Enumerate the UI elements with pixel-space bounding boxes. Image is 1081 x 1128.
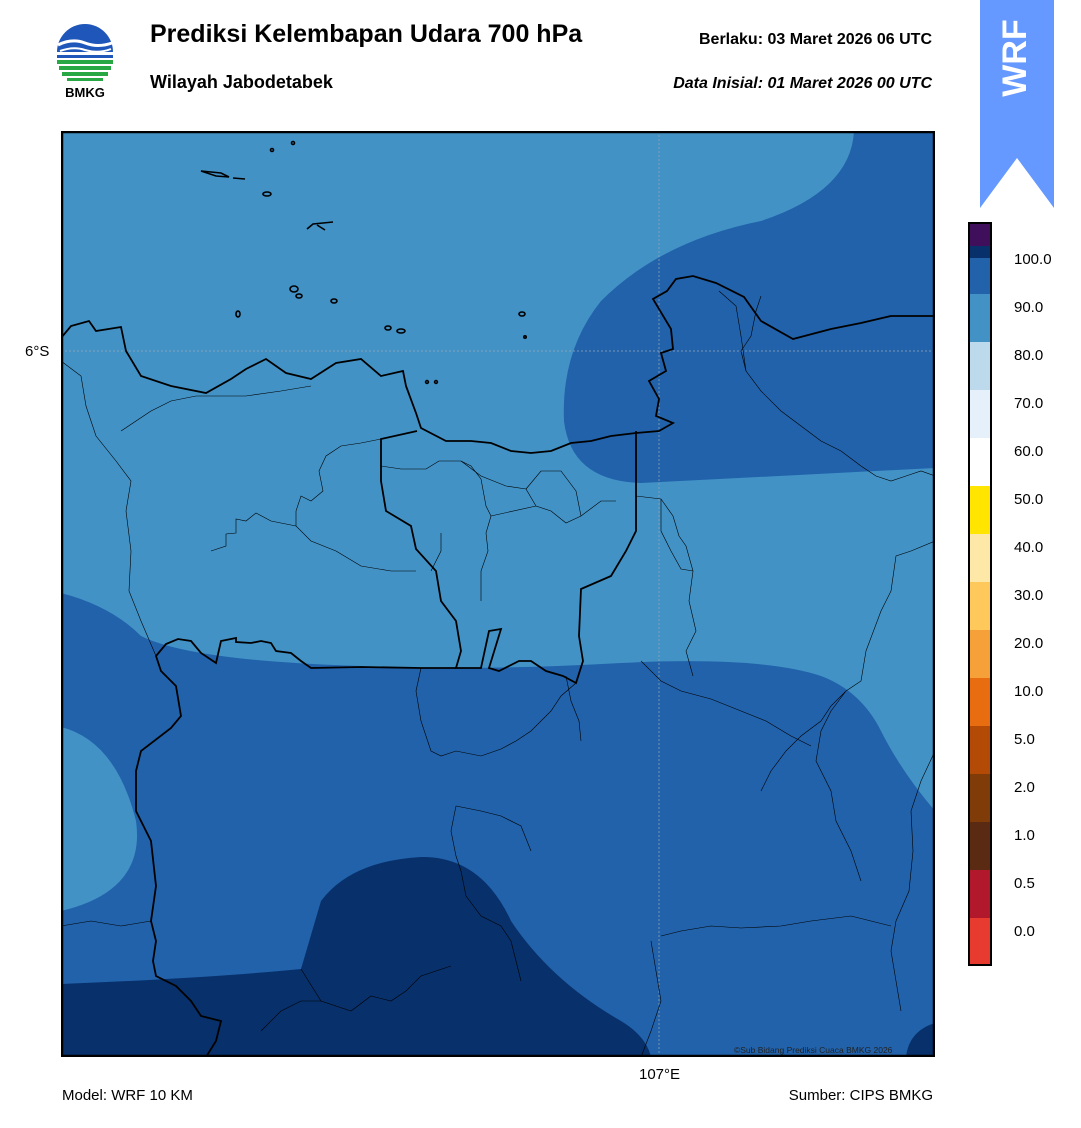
map-fill-70-80-west (61, 727, 138, 911)
coastline (61, 275, 935, 454)
map-fill-80-90-south (61, 593, 935, 1057)
source-label: Sumber: CIPS BMKG (788, 1087, 933, 1104)
colorbar-tick: 10.0 (1014, 683, 1044, 700)
lon-label-107e: 107°E (639, 1066, 681, 1083)
colorbar-tick: 90.0 (1014, 299, 1044, 316)
colorbar-tick: 50.0 (1014, 491, 1044, 508)
colorbar-bin (968, 294, 992, 342)
colorbar-bin (968, 246, 992, 258)
colorbar-tick: 70.0 (1014, 395, 1044, 412)
colorbar-bin (968, 486, 992, 534)
colorbar-tick: 5.0 (1014, 731, 1035, 748)
colorbar-tick: 30.0 (1014, 587, 1044, 604)
lat-label-6s: 6°S (25, 343, 50, 360)
colorbar-bin (968, 390, 992, 438)
colorbar-bin (968, 630, 992, 678)
colorbar-bin (968, 438, 992, 486)
colorbar-tick: 0.0 (1014, 923, 1035, 940)
colorbar-bin (968, 582, 992, 630)
map-subtitle: Wilayah Jabodetabek (150, 72, 333, 92)
colorbar-tick: 60.0 (1014, 443, 1044, 460)
colorbar-tick: 100.0 (1014, 251, 1052, 268)
wrf-label: WRF (996, 19, 1034, 96)
map-title: Prediksi Kelembapan Udara 700 hPa (150, 20, 583, 48)
colorbar-bin (968, 726, 992, 774)
valid-time: Berlaku: 03 Maret 2026 06 UTC (699, 31, 932, 48)
colorbar-bin (968, 222, 992, 246)
colorbar-tick: 0.5 (1014, 875, 1035, 892)
humidity-map (61, 131, 935, 1057)
colorbar-bin (968, 534, 992, 582)
logo-text: BMKG (65, 85, 105, 100)
map-fill-90-100-southwest (61, 856, 651, 1057)
colorbar-tick: 40.0 (1014, 539, 1044, 556)
initial-time: Data Inisial: 01 Maret 2026 00 UTC (673, 75, 932, 92)
province-border-south (135, 636, 456, 1057)
colorbar-tick: 20.0 (1014, 635, 1044, 652)
colorbar-tick: 1.0 (1014, 827, 1035, 844)
colorbar-bin (968, 870, 992, 918)
wrf-banner: WRF (980, 0, 1054, 208)
province-border (380, 430, 637, 685)
colorbar (968, 222, 992, 966)
model-label: Model: WRF 10 KM (62, 1087, 193, 1104)
district-borders (61, 290, 935, 1057)
colorbar-bin (968, 774, 992, 822)
bmkg-logo-icon (57, 24, 113, 81)
map-frame (61, 131, 935, 1057)
colorbar-tick: 80.0 (1014, 347, 1044, 364)
copyright-text: ©Sub Bidang Prediksi Cuaca BMKG 2026 (734, 1045, 893, 1055)
colorbar-tick: 2.0 (1014, 779, 1035, 796)
colorbar-bin (968, 918, 992, 966)
colorbar-bin (968, 678, 992, 726)
islands (200, 140, 527, 385)
colorbar-frame (968, 222, 992, 966)
colorbar-bins (968, 222, 992, 966)
colorbar-bin (968, 822, 992, 870)
colorbar-bin (968, 342, 992, 390)
map-fill-90-100-southeast (906, 1023, 935, 1057)
